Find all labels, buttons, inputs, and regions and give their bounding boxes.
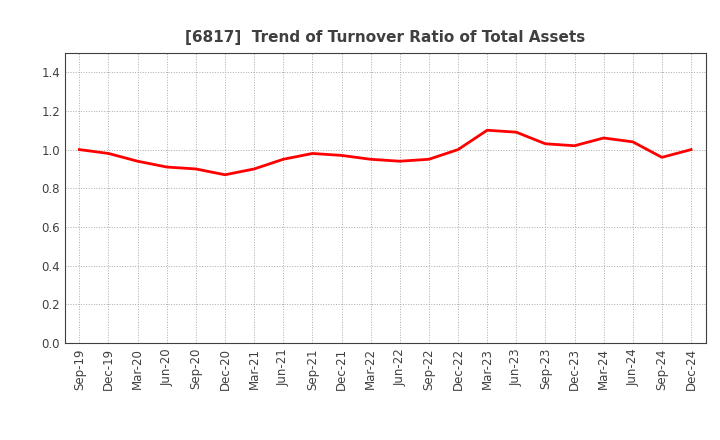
Title: [6817]  Trend of Turnover Ratio of Total Assets: [6817] Trend of Turnover Ratio of Total … bbox=[185, 29, 585, 45]
